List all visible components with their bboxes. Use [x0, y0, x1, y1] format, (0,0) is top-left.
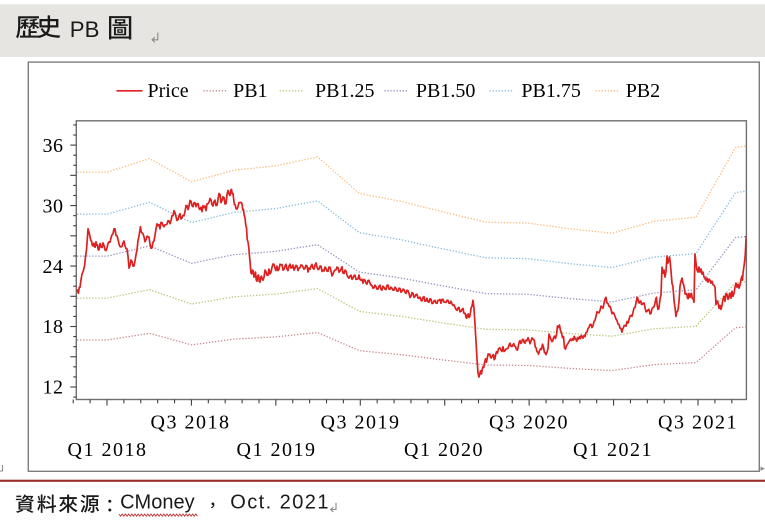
svg-text:30: 30: [43, 195, 64, 217]
svg-text:PB1.75: PB1.75: [521, 80, 580, 102]
svg-text:12: 12: [43, 377, 64, 399]
svg-text:Q1 2020: Q1 2020: [404, 439, 484, 461]
svg-text:CMoney: CMoney: [120, 492, 194, 514]
svg-text:Q3 2018: Q3 2018: [151, 412, 231, 434]
svg-text:Q1 2019: Q1 2019: [237, 439, 317, 461]
svg-text:Q3 2019: Q3 2019: [321, 412, 401, 434]
svg-text:PB1: PB1: [233, 80, 267, 102]
svg-text:36: 36: [43, 135, 64, 157]
svg-text:Price: Price: [148, 80, 189, 102]
svg-text:PB: PB: [70, 17, 100, 42]
svg-text:PB1.50: PB1.50: [416, 80, 475, 102]
svg-text:Q1 2018: Q1 2018: [68, 439, 148, 461]
svg-text:Q3 2021: Q3 2021: [658, 412, 738, 434]
svg-text:PB1.25: PB1.25: [315, 80, 374, 102]
svg-text:Q1 2021: Q1 2021: [573, 439, 653, 461]
svg-text:24: 24: [43, 256, 64, 278]
svg-text:PB2: PB2: [626, 80, 660, 102]
svg-text:18: 18: [43, 316, 64, 338]
svg-text:Q3 2020: Q3 2020: [489, 412, 569, 434]
svg-text:Oct. 2021: Oct. 2021: [230, 492, 330, 514]
